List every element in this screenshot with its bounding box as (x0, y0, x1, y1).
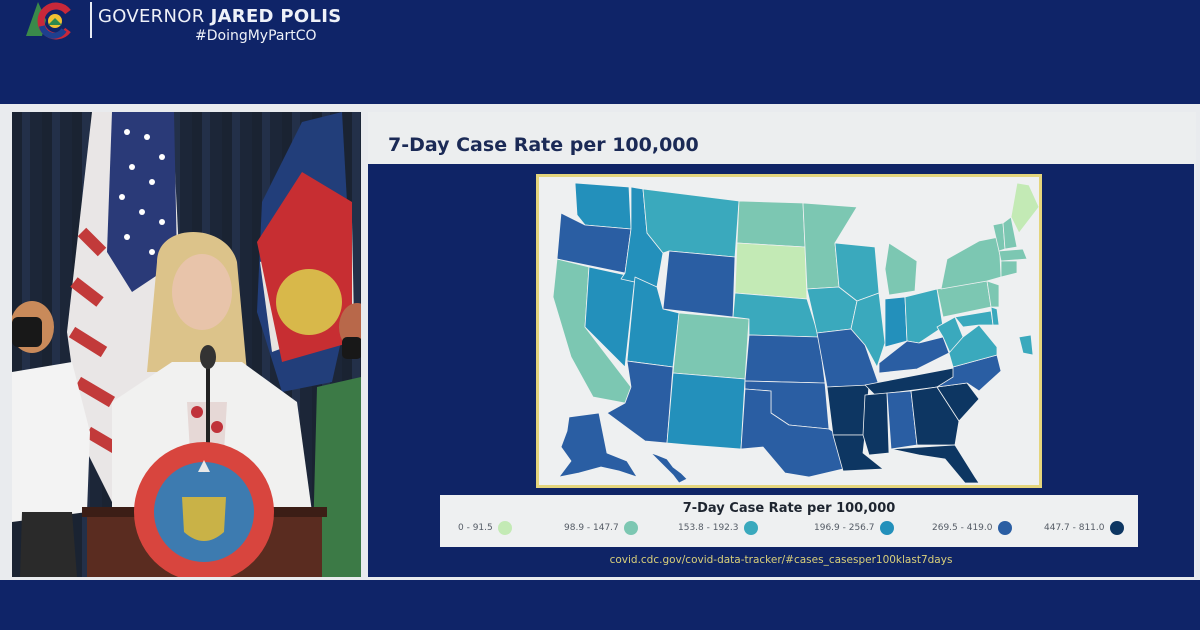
speaker-video[interactable] (12, 112, 361, 577)
governor-title: GOVERNOR JARED POLIS (98, 6, 342, 27)
video-scene (12, 112, 361, 577)
state-NJ (986, 280, 1000, 308)
legend-item: 153.8 - 192.3 (678, 521, 758, 535)
header-divider (90, 2, 92, 38)
legend-swatch-icon (1109, 521, 1124, 535)
state-SD (734, 242, 808, 300)
state-NC (936, 354, 1002, 392)
state-seal-icon (134, 442, 274, 577)
state-MI (884, 242, 918, 296)
state-AR (826, 384, 870, 436)
legend-items: 0 - 91.5 98.9 - 147.7 153.8 - 192.3 196.… (440, 521, 1138, 541)
legend-label: 153.8 - 192.3 (678, 523, 739, 533)
person-right (312, 303, 361, 577)
legend-item: 196.9 - 256.7 (814, 521, 894, 535)
colorado-c-logo-icon (26, 2, 71, 40)
state-HI (650, 452, 688, 484)
state-GA (910, 386, 960, 446)
legend-item: 0 - 91.5 (458, 521, 512, 535)
state-WY (662, 250, 736, 318)
legend-label: 98.9 - 147.7 (564, 523, 619, 533)
header-bar: GOVERNOR JARED POLIS #DoingMyPartCO (0, 0, 1200, 104)
legend-swatch-icon (997, 521, 1012, 535)
state-FL (890, 444, 980, 484)
choropleth-map (552, 182, 1039, 484)
legend-label: 196.9 - 256.7 (814, 523, 875, 533)
microphone-icon (200, 345, 216, 462)
legend-item: 98.9 - 147.7 (564, 521, 638, 535)
legend-swatch-icon (879, 521, 894, 535)
state-KS (744, 334, 826, 384)
legend-label: 269.5 - 419.0 (932, 523, 993, 533)
slide-navy-panel: 7-Day Case Rate per 100,000 0 - 91.5 98.… (368, 164, 1194, 577)
person-left (12, 301, 90, 577)
legend-label: 0 - 91.5 (458, 523, 493, 533)
state-CT (1000, 260, 1018, 278)
legend-swatch-icon (743, 521, 758, 535)
state-PR (1018, 334, 1034, 356)
state-ME (1010, 182, 1039, 234)
legend-swatch-icon (623, 521, 638, 535)
title-prefix: GOVERNOR (98, 6, 205, 27)
colorado-flag-icon (257, 112, 354, 392)
state-CO (672, 312, 750, 380)
footer-bar (0, 580, 1200, 630)
slide-panel: 7-Day Case Rate per 100,000 (368, 112, 1196, 577)
state-NY (940, 236, 1002, 290)
state-NH (1002, 216, 1018, 250)
state-LA (832, 434, 884, 472)
state-AZ (606, 360, 674, 444)
governor-name: JARED POLIS (210, 6, 342, 27)
state-OH (904, 288, 944, 344)
legend-item: 447.7 - 811.0 (1044, 521, 1124, 535)
state-MS (862, 392, 890, 456)
state-AK (558, 412, 638, 478)
us-case-rate-map[interactable] (536, 174, 1042, 488)
slide-title: 7-Day Case Rate per 100,000 (388, 134, 699, 156)
state-IL (850, 292, 886, 368)
state-VA (948, 324, 998, 368)
state-NV (584, 266, 636, 368)
state-WA (574, 182, 632, 230)
state-DE (990, 306, 1000, 326)
source-url: covid.cdc.gov/covid-data-tracker/#cases_… (609, 554, 953, 566)
legend-swatch-icon (497, 521, 512, 535)
legend-item: 269.5 - 419.0 (932, 521, 1012, 535)
state-NM (666, 372, 746, 450)
state-MD (954, 310, 994, 328)
state-KY (878, 336, 950, 374)
state-IN (884, 296, 908, 348)
legend-title: 7-Day Case Rate per 100,000 (682, 501, 896, 516)
hashtag: #DoingMyPartCO (195, 28, 317, 44)
map-legend: 7-Day Case Rate per 100,000 0 - 91.5 98.… (440, 495, 1138, 547)
legend-label: 447.7 - 811.0 (1044, 523, 1105, 533)
state-MA (998, 248, 1028, 262)
state-ND (736, 200, 806, 248)
